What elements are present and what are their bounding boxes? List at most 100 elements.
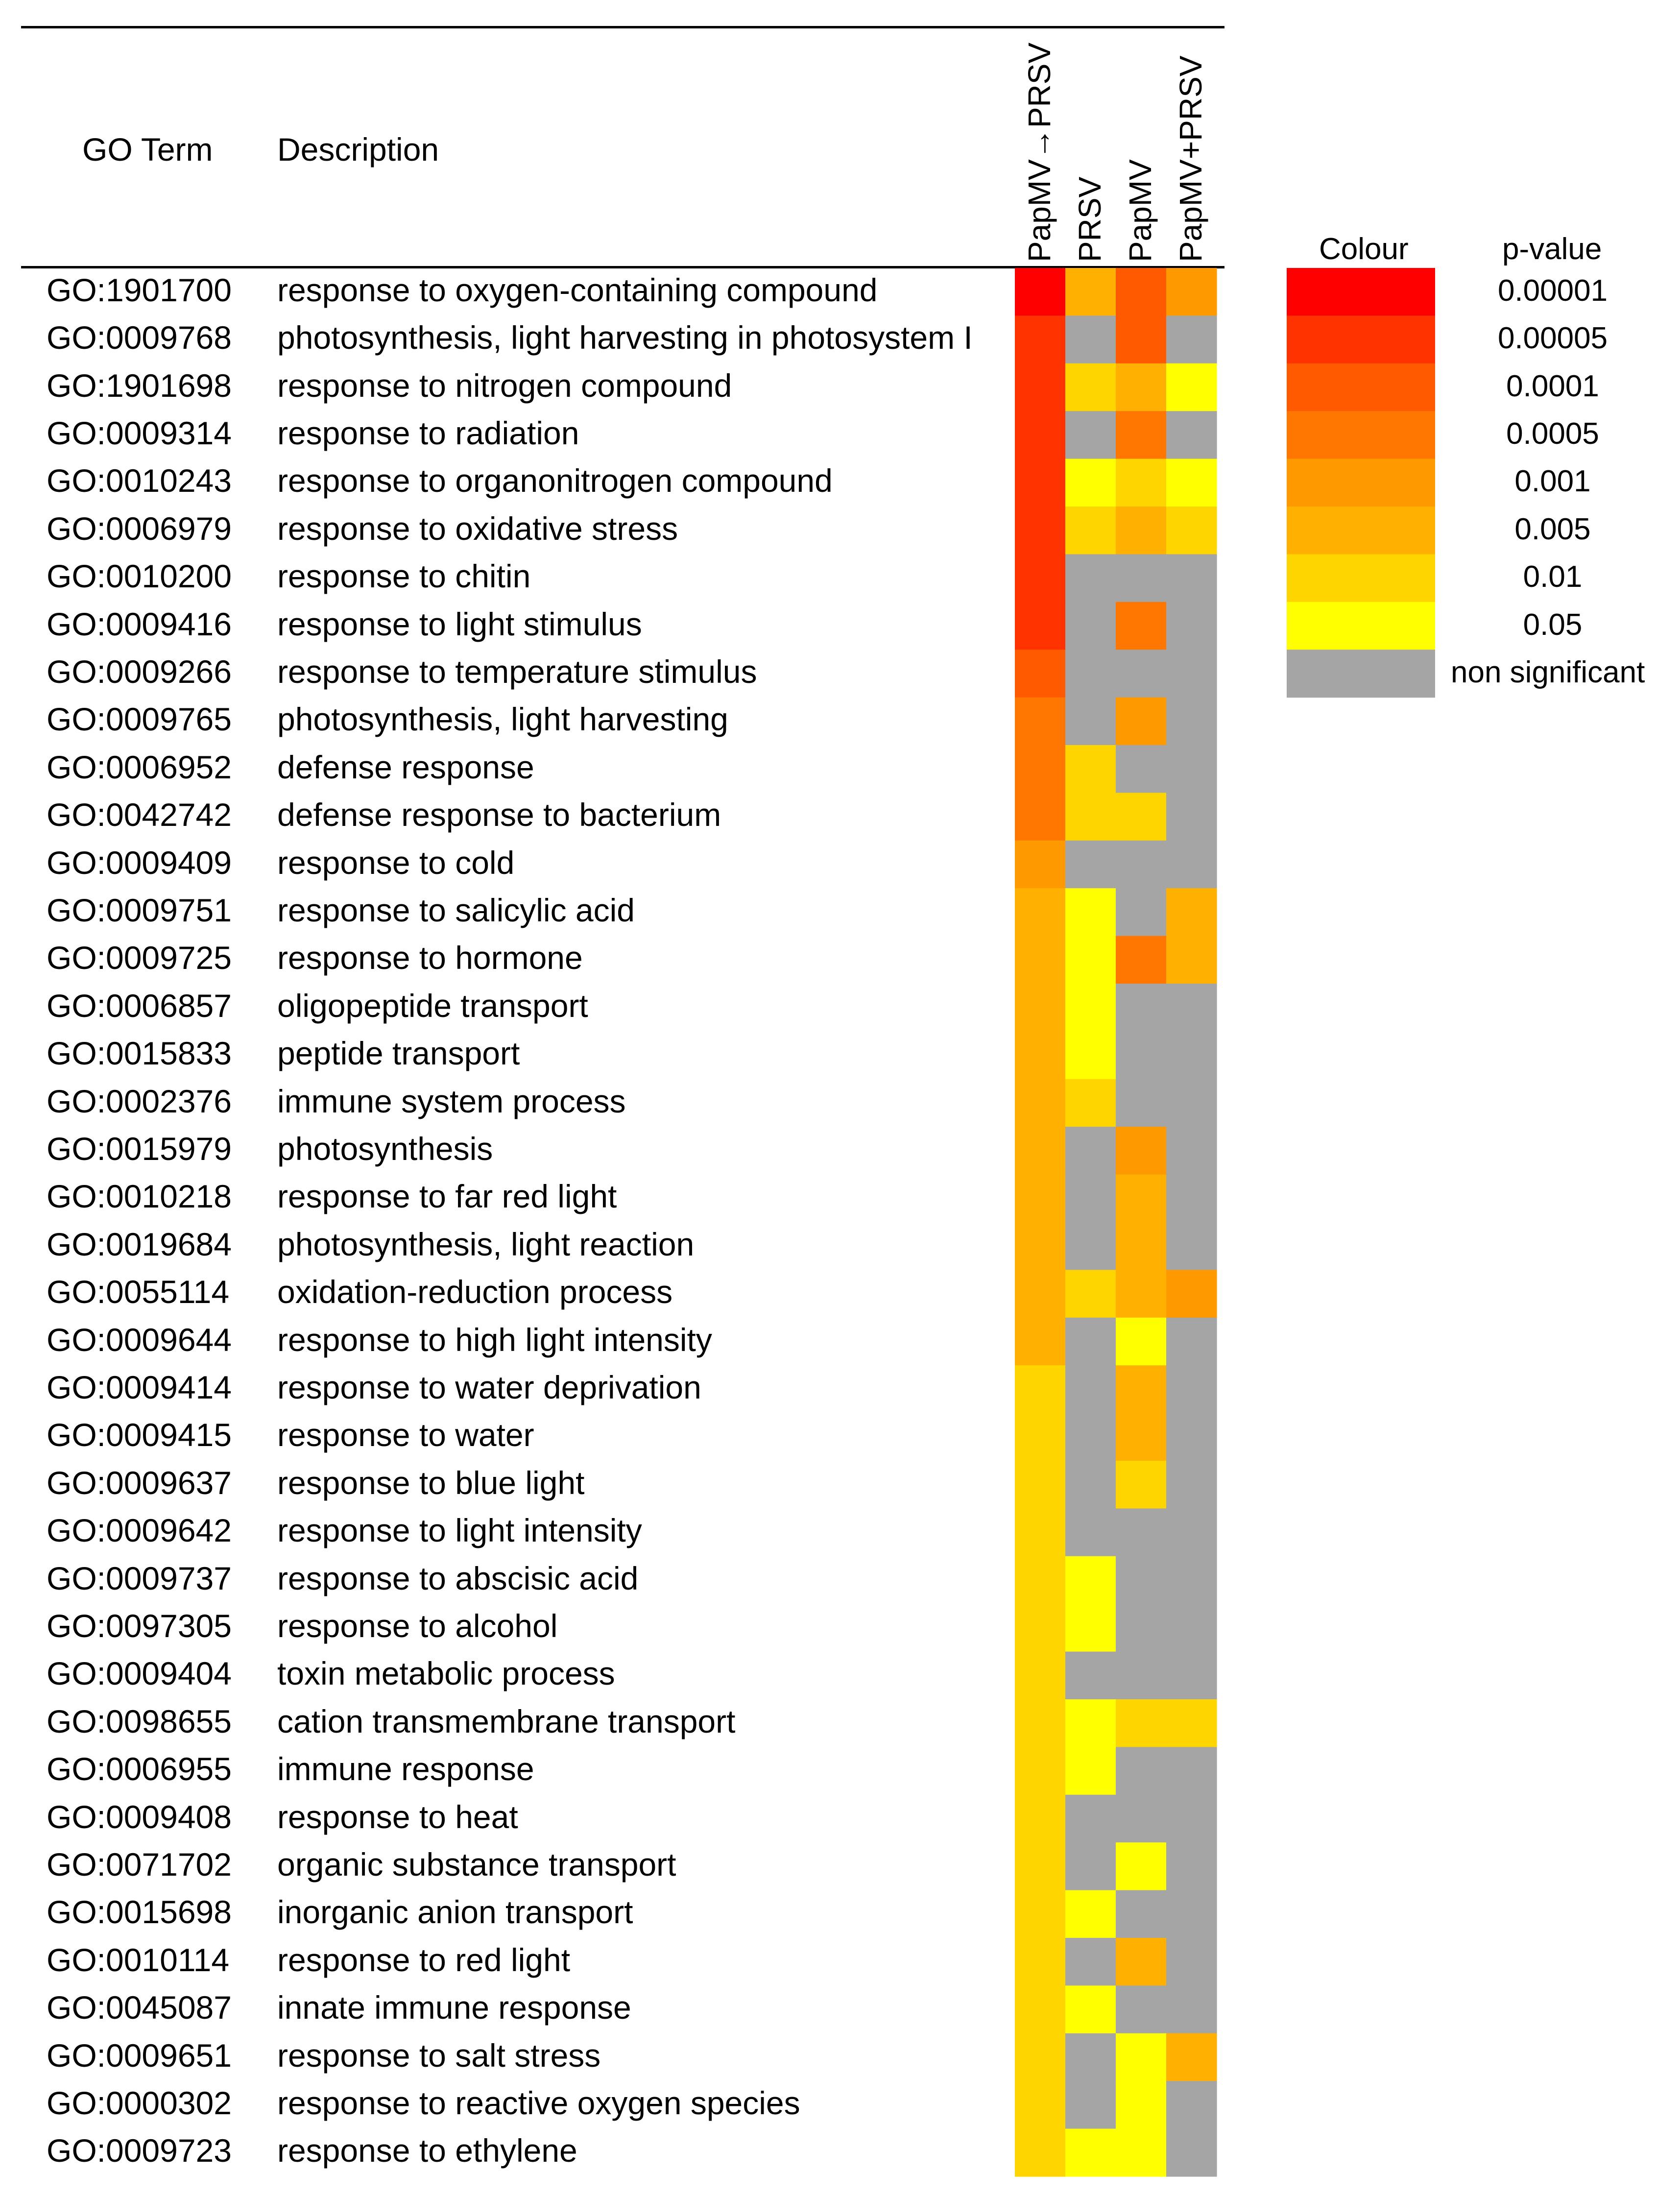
go-term-description: response to water	[277, 1417, 534, 1453]
legend-swatch	[1287, 602, 1435, 650]
heatmap-cell	[1065, 1365, 1116, 1414]
heatmap-cell	[1166, 363, 1217, 411]
go-term-id: GO:0009642	[47, 1512, 232, 1549]
go-term-id: GO:0009751	[47, 892, 232, 928]
legend-swatch	[1287, 268, 1435, 316]
heatmap-cell	[1015, 888, 1066, 937]
heatmap-cell	[1065, 1985, 1116, 2034]
heatmap-cell	[1015, 1699, 1066, 1747]
column-header: PapMV+PRSV	[1173, 55, 1208, 262]
go-term-id: GO:0009409	[47, 844, 232, 881]
heatmap-cell	[1015, 1317, 1066, 1366]
go-term-description: photosynthesis, light harvesting	[277, 701, 728, 738]
legend-label: 0.005	[1514, 512, 1591, 546]
heatmap-cell	[1065, 1604, 1116, 1652]
go-term-description: immune response	[277, 1751, 534, 1787]
legend-label: 0.01	[1523, 560, 1583, 594]
heatmap-cell	[1065, 745, 1116, 793]
go-term-id: GO:0006952	[47, 748, 232, 785]
heatmap-cell	[1015, 1461, 1066, 1509]
go-term-id: GO:0045087	[47, 1989, 232, 2026]
go-term-description: response to heat	[277, 1798, 518, 1835]
go-term-id: GO:0002376	[47, 1083, 232, 1119]
heatmap-cell	[1065, 1508, 1116, 1557]
heatmap-cell	[1166, 268, 1217, 316]
heatmap-cell	[1166, 1270, 1217, 1318]
heatmap-cell	[1116, 745, 1167, 793]
heatmap-cell	[1116, 1556, 1167, 1604]
go-term-description: response to cold	[277, 844, 515, 881]
heatmap-cell	[1116, 1794, 1167, 1843]
heatmap-cell	[1166, 1174, 1217, 1223]
heatmap-cell	[1116, 1651, 1167, 1700]
go-term-description: response to red light	[277, 1941, 571, 1978]
go-term-id: GO:0010114	[47, 1941, 230, 1978]
heatmap-cell	[1065, 1699, 1116, 1747]
go-term-id: GO:0009737	[47, 1560, 232, 1596]
go-term-id: GO:0019684	[47, 1226, 232, 1262]
go-term-id: GO:0009768	[47, 319, 232, 356]
heatmap-cell	[1065, 268, 1116, 316]
heatmap-cell	[1015, 1031, 1066, 1080]
heatmap-cell	[1166, 2081, 1217, 2129]
heatmap-cell	[1015, 1079, 1066, 1127]
heatmap-cell	[1065, 697, 1116, 746]
go-term-description: inorganic anion transport	[277, 1894, 633, 1931]
heatmap-cell	[1166, 315, 1217, 364]
legend-label: 0.05	[1523, 607, 1583, 642]
go-term-description: oxidation-reduction process	[277, 1274, 673, 1310]
go-term-description: response to alcohol	[277, 1607, 558, 1644]
go-term-id: GO:0009414	[47, 1369, 232, 1405]
go-term-id: GO:0010243	[47, 462, 232, 499]
heatmap-cell	[1166, 411, 1217, 459]
heatmap-cell	[1065, 1270, 1116, 1318]
heatmap-cell	[1116, 1222, 1167, 1270]
heatmap-cell	[1116, 1938, 1167, 1986]
go-term-description: cation transmembrane transport	[277, 1703, 736, 1739]
go-term-id: GO:0010218	[47, 1178, 232, 1215]
heatmap-cell	[1015, 2081, 1066, 2129]
heatmap-cell	[1015, 1127, 1066, 1175]
heatmap-cell	[1065, 1413, 1116, 1461]
heatmap-cell	[1015, 1604, 1066, 1652]
heatmap-cell	[1065, 1556, 1116, 1604]
heatmap-cell	[1065, 2128, 1116, 2177]
go-term-id: GO:0006857	[47, 987, 232, 1024]
heatmap-cell	[1065, 793, 1116, 841]
heatmap-cell	[1166, 793, 1217, 841]
heatmap-cell	[1065, 1317, 1116, 1366]
go-term-description: response to chitin	[277, 558, 531, 595]
heatmap-cell	[1065, 315, 1116, 364]
go-term-id: GO:0097305	[47, 1607, 232, 1644]
heatmap-cell	[1166, 1604, 1217, 1652]
go-term-id: GO:1901698	[47, 367, 232, 404]
go-term-description: response to far red light	[277, 1178, 617, 1215]
heatmap-cell	[1116, 1127, 1167, 1175]
heatmap-cell	[1166, 984, 1217, 1032]
heatmap-cell	[1065, 602, 1116, 650]
heatmap-cell	[1116, 1031, 1167, 1080]
heatmap-cell	[1015, 1365, 1066, 1414]
legend-swatch	[1287, 650, 1435, 698]
heatmap-cell	[1166, 697, 1217, 746]
go-term-description: response to organonitrogen compound	[277, 462, 833, 499]
go-term-description: response to temperature stimulus	[277, 653, 757, 690]
heatmap-cell	[1015, 1842, 1066, 1891]
heatmap-cell	[1065, 840, 1116, 889]
heatmap-cell	[1065, 507, 1116, 555]
heatmap-cell	[1166, 745, 1217, 793]
heatmap-cell	[1166, 554, 1217, 603]
go-term-description: response to nitrogen compound	[277, 367, 732, 404]
heatmap-cell	[1015, 1890, 1066, 1938]
go-term-id: GO:0009725	[47, 940, 232, 976]
heatmap-cell	[1065, 554, 1116, 603]
column-header: PapMV	[1122, 159, 1158, 262]
go-term-id: GO:0006955	[47, 1751, 232, 1787]
go-term-id: GO:0009314	[47, 414, 232, 451]
legend-label: 0.001	[1514, 464, 1591, 499]
heatmap-cell	[1015, 315, 1066, 364]
go-term-id: GO:0009404	[47, 1655, 232, 1692]
go-term-description: response to ethylene	[277, 2132, 577, 2169]
heatmap-cell	[1065, 1890, 1116, 1938]
